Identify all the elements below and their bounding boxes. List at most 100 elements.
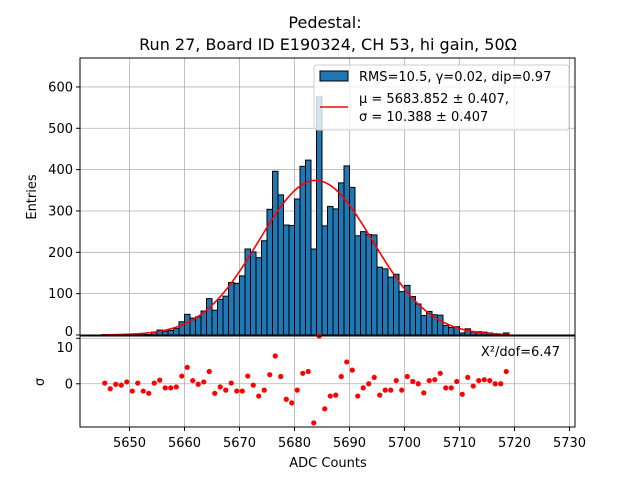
residual-point	[459, 391, 465, 397]
histogram-bar	[167, 329, 174, 336]
residual-point	[360, 385, 366, 391]
histogram-bar	[266, 208, 273, 336]
histogram-bar	[327, 205, 334, 336]
histogram-bar	[365, 234, 372, 336]
residual-point	[338, 373, 344, 380]
residual-point	[245, 373, 251, 379]
residual-point	[206, 368, 212, 375]
residual-point	[129, 388, 135, 394]
residual-point	[443, 385, 449, 391]
x-tick-label: 5720	[498, 436, 531, 451]
residual-point	[212, 390, 218, 396]
histogram-bar	[195, 316, 202, 336]
residual-point	[487, 377, 493, 384]
residual-point	[228, 380, 234, 386]
histogram-bar	[184, 313, 191, 336]
residual-point	[366, 381, 372, 387]
residual-point	[404, 373, 410, 380]
histogram-bar	[162, 330, 169, 336]
histogram-bar	[382, 268, 389, 336]
histogram-bar	[277, 194, 284, 336]
histogram-bar	[211, 309, 218, 336]
histogram-bar	[437, 314, 444, 336]
x-tick-label: 5730	[553, 436, 586, 451]
residual-point	[305, 368, 311, 375]
y-tick-label: 100	[48, 287, 73, 302]
residual-point	[195, 381, 201, 387]
histogram-bar	[250, 251, 257, 336]
residual-point	[234, 388, 240, 394]
residual-point	[311, 420, 317, 426]
chi2-annotation: X²/dof=6.47	[481, 345, 560, 360]
x-tick-label: 5670	[223, 436, 256, 451]
y-tick-label: 200	[48, 246, 73, 261]
residual-point	[371, 374, 377, 381]
residual-point	[102, 380, 108, 386]
x-ticks: 5650 5660 5670 5680 5690 5700 5710 5720 5730	[113, 427, 586, 451]
gaussian-fit-curve	[101, 179, 510, 336]
residual-point	[239, 388, 245, 394]
residual-point	[454, 378, 460, 385]
legend-bar-swatch	[319, 70, 349, 82]
residual-point	[382, 387, 388, 393]
histogram-bar	[343, 165, 350, 336]
chart-title-line2: Run 27, Board ID E190324, CH 53, hi gain…	[139, 35, 517, 54]
residual-point	[465, 374, 471, 381]
histogram-bar	[387, 276, 394, 336]
residual-point	[481, 377, 487, 383]
histogram-bar	[321, 225, 328, 336]
residual-point	[355, 393, 361, 399]
residual-point	[278, 373, 284, 380]
residual-point	[503, 368, 509, 375]
histogram-bar	[448, 327, 455, 336]
histogram-bar	[294, 198, 301, 336]
residual-point	[223, 387, 229, 393]
histogram-bar	[371, 234, 378, 336]
y-tick-label: 400	[48, 163, 73, 178]
residual-point	[124, 379, 130, 385]
y-tick-label: 0	[65, 325, 73, 340]
histogram-bar	[206, 298, 213, 336]
histogram-bar	[299, 165, 306, 336]
x-tick-label: 5700	[388, 436, 421, 451]
legend-label-fit-mu: μ = 5683.852 ± 0.407,	[359, 92, 509, 107]
residual-point	[448, 385, 454, 391]
residual-point	[415, 381, 421, 387]
residual-point	[437, 370, 443, 376]
legend-label-stats: RMS=10.5, γ=0.02, dip=0.97	[359, 70, 551, 85]
histogram-bar	[310, 248, 317, 336]
residual-point	[146, 390, 152, 396]
residual-point	[426, 377, 432, 384]
y-tick-label: 500	[48, 122, 73, 137]
residual-point	[344, 359, 350, 365]
histogram-bar	[393, 273, 400, 336]
legend: RMS=10.5, γ=0.02, dip=0.97 μ = 5683.852 …	[313, 64, 570, 131]
residual-point	[173, 384, 179, 390]
histogram-bar	[305, 159, 312, 336]
residual-axes-frame	[79, 335, 576, 428]
residual-point	[261, 387, 267, 393]
residual-point	[410, 378, 416, 385]
residual-y-tick-label: 10	[56, 341, 73, 356]
histogram-bar	[222, 295, 229, 336]
residual-point	[272, 353, 278, 359]
histogram-bar	[255, 257, 262, 336]
histogram-bar	[442, 324, 449, 336]
x-tick-label: 5650	[113, 436, 146, 451]
residual-point	[283, 396, 289, 402]
y-tick-label: 300	[48, 204, 73, 219]
residual-point	[168, 385, 174, 391]
histogram-bar	[233, 282, 240, 336]
histogram-bar	[261, 240, 268, 336]
histogram-bar	[338, 182, 345, 336]
histogram-bar	[288, 224, 295, 336]
histogram-bar	[316, 96, 323, 336]
residual-point	[135, 380, 141, 386]
residual-point	[432, 377, 438, 383]
residual-point	[201, 379, 207, 385]
residual-point	[492, 381, 498, 387]
x-tick-label: 5690	[333, 436, 366, 451]
histogram-bar	[173, 327, 180, 336]
residual-point	[300, 370, 306, 376]
y-tick-label: 600	[48, 80, 73, 95]
